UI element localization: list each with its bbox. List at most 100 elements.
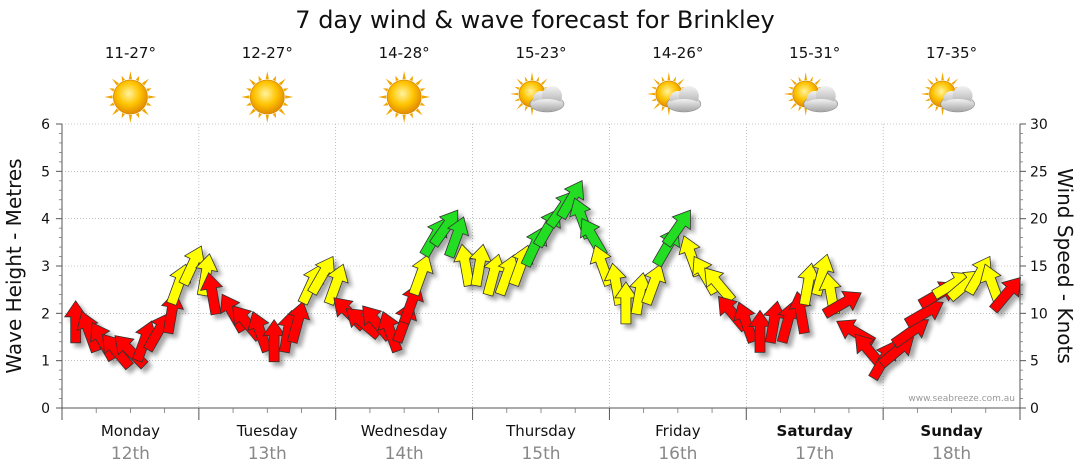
- sun-ray: [524, 106, 528, 112]
- temperature-range: 11-27°: [105, 44, 156, 62]
- sun-ray: [285, 95, 294, 99]
- day-date-label: 13th: [248, 444, 287, 464]
- sun-ray: [128, 71, 133, 80]
- sun-ray: [651, 98, 657, 102]
- sun-ray: [926, 103, 934, 110]
- sun-ray: [804, 107, 808, 116]
- sun-ray: [272, 112, 277, 119]
- sun-ray: [514, 98, 520, 102]
- sun-ray: [246, 102, 252, 106]
- sun-ray: [258, 75, 262, 82]
- sun-cloud-icon: [783, 72, 839, 116]
- wind-arrow-shape: [377, 310, 403, 354]
- sun-ray: [409, 75, 413, 82]
- sun-ray: [112, 108, 119, 116]
- sun-ray: [646, 92, 655, 96]
- sun-ray: [109, 88, 115, 92]
- wind-arrow: [661, 209, 691, 248]
- wind-arrow-shape: [323, 263, 349, 306]
- sun-ray: [128, 114, 133, 123]
- sun-ray: [516, 103, 523, 110]
- wind-arrow: [444, 216, 470, 259]
- sun-ray: [516, 78, 523, 85]
- sun-ray: [667, 107, 671, 116]
- wind-arrow-shape: [661, 209, 691, 248]
- sun-ray: [941, 107, 944, 116]
- left-tick-label: 4: [41, 212, 50, 228]
- day-name-label: Sunday: [920, 422, 983, 440]
- day-date-label: 15th: [521, 444, 560, 464]
- sun-ray: [926, 78, 934, 85]
- wind-arrow: [641, 263, 667, 306]
- wind-arrow-shape: [76, 310, 102, 354]
- sun-ray: [946, 76, 950, 82]
- left-tick-label: 1: [41, 354, 50, 370]
- sun-ray: [112, 78, 119, 86]
- sun-ray: [278, 78, 286, 86]
- sun-rays: [241, 71, 294, 123]
- sun-ray: [809, 76, 814, 82]
- temperature-range: 15-31°: [789, 44, 840, 62]
- sun-disc: [386, 79, 422, 115]
- wind-arrow: [408, 254, 434, 297]
- temperature-range: 14-26°: [652, 44, 703, 62]
- wind-arrow-shape: [408, 254, 434, 297]
- left-tick-label: 6: [41, 117, 50, 133]
- sun-ray: [272, 75, 277, 82]
- sun-ray: [530, 107, 534, 116]
- wind-arrow: [989, 277, 1021, 314]
- day-date-label: 18th: [932, 444, 971, 464]
- sun-ray: [814, 78, 822, 85]
- wind-arrow: [286, 300, 311, 344]
- left-tick-label: 2: [41, 306, 50, 322]
- wind-arrow-shape: [641, 263, 667, 306]
- temperature-range: 15-23°: [515, 44, 566, 62]
- sun-ray: [135, 112, 140, 119]
- wind-arrow: [556, 180, 585, 221]
- sun-ray: [798, 76, 802, 82]
- sun-ray: [409, 112, 413, 119]
- sun-ray: [420, 88, 426, 92]
- wind-arrow: [76, 310, 102, 354]
- sun-ray: [278, 108, 286, 116]
- cloud-fill: [941, 99, 974, 111]
- wind-arrow-shape: [286, 300, 311, 344]
- sun-ray: [104, 95, 113, 99]
- sun-ray: [395, 112, 399, 119]
- right-tick-label: 25: [1030, 164, 1048, 180]
- sun-ray: [788, 86, 794, 90]
- left-tick-label: 0: [41, 401, 50, 417]
- chart-title: 7 day wind & wave forecast for Brinkley: [295, 6, 774, 34]
- wind-arrow-shape: [556, 180, 585, 221]
- right-tick-label: 0: [1030, 401, 1039, 417]
- sun-ray: [248, 78, 256, 86]
- day-name-label: Wednesday: [361, 422, 448, 440]
- sun-icon: [104, 71, 157, 123]
- wind-arrow: [811, 253, 835, 297]
- right-tick-label: 5: [1030, 354, 1039, 370]
- sun-ray: [141, 78, 149, 86]
- right-tick-label: 15: [1030, 259, 1048, 275]
- sun-cloud-icon: [510, 72, 565, 116]
- right-tick-label: 10: [1030, 306, 1048, 322]
- sun-ray: [382, 88, 389, 92]
- sun-ray: [661, 76, 665, 82]
- wind-arrow-shape: [733, 301, 759, 344]
- left-axis: 0 1 2 3 4 5 6: [41, 117, 62, 417]
- sun-ray: [258, 112, 262, 119]
- sun-ray: [121, 75, 126, 82]
- sun-ray: [788, 98, 794, 102]
- sun-icon: [378, 71, 431, 123]
- sun-ray: [385, 108, 393, 116]
- sun-ray: [510, 92, 519, 96]
- sun-ray: [265, 71, 269, 80]
- day-headers: 11-27° 12-27° 14-28° 15-23° 14-26° 15-31° 17-3…: [104, 44, 977, 123]
- left-tick-label: 5: [41, 164, 50, 180]
- sun-ray: [382, 102, 389, 106]
- sun-rays: [104, 71, 157, 123]
- right-axis-title: Wind Speed - Knots: [1053, 168, 1077, 364]
- cloud-shape: [940, 86, 975, 113]
- x-axis-labels: Monday 12th Tuesday 13th Wednesday 14th Thursd…: [61, 408, 1021, 464]
- wind-arrow: [323, 263, 349, 306]
